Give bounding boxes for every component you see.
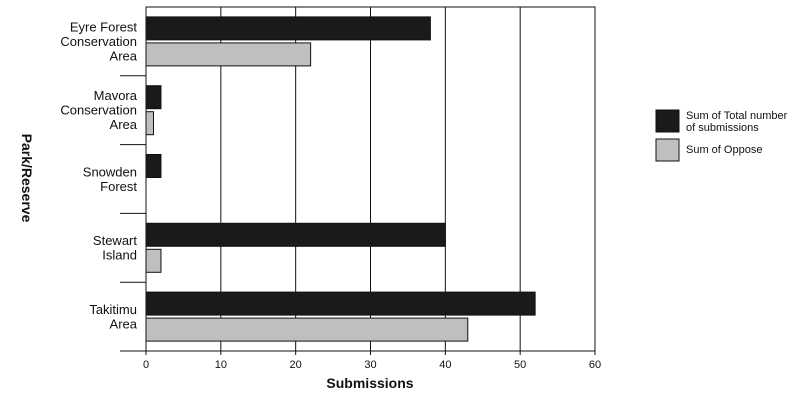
- legend: Sum of Total number of submissions Sum of …: [655, 109, 788, 162]
- bar: [145, 222, 446, 247]
- category-label: Takitimu Area: [89, 302, 137, 332]
- category-label: Eyre Forest Conservation Area: [60, 19, 137, 63]
- legend-swatch: [655, 138, 680, 162]
- y-axis-title: Park/Reserve: [19, 134, 35, 223]
- bar: [145, 42, 312, 67]
- legend-swatch: [655, 109, 680, 133]
- category-label: Stewart Island: [93, 233, 137, 262]
- bar: [145, 85, 162, 110]
- bar: [145, 317, 469, 342]
- x-tick-label: 40: [439, 359, 451, 371]
- x-axis-title: Submissions: [326, 375, 413, 391]
- bar: [145, 248, 162, 273]
- category-label: Mavora Conservation Area: [60, 88, 137, 132]
- x-tick-label: 0: [143, 359, 149, 371]
- x-tick-label: 30: [364, 359, 376, 371]
- x-tick-label: 60: [589, 359, 601, 371]
- bar: [145, 291, 536, 316]
- bar: [145, 16, 431, 41]
- x-tick-label: 10: [215, 359, 227, 371]
- x-tick-label: 50: [514, 359, 526, 371]
- category-label: Snowden Forest: [83, 164, 138, 194]
- bar: [145, 111, 154, 136]
- category-labels: Eyre Forest Conservation Area Mavora Conserv…: [60, 19, 137, 331]
- axes: [120, 6, 596, 355]
- bars: [145, 16, 536, 342]
- bar: [145, 154, 162, 178]
- legend-label: Sum of Total number of submissions: [686, 110, 788, 134]
- legend-label: Sum of Oppose: [686, 144, 762, 156]
- x-tick-labels: 0 10 20 30 40 50 60: [143, 359, 601, 371]
- x-tick-label: 20: [290, 359, 302, 371]
